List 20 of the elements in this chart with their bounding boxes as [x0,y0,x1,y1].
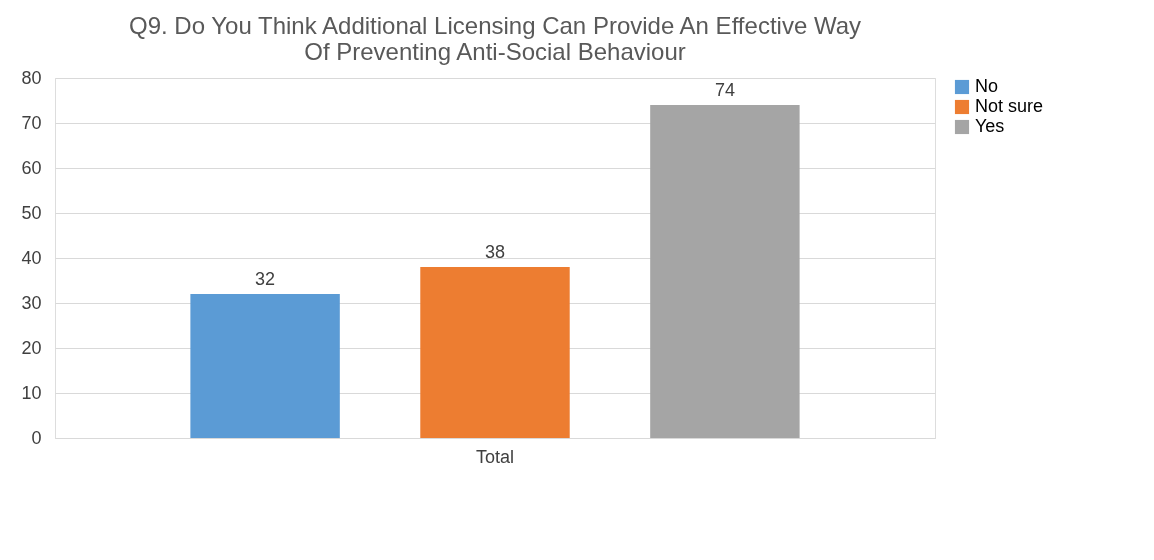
data-label: 74 [714,80,735,100]
y-tick-label: 60 [21,157,42,178]
data-label: 38 [484,242,506,262]
bar [420,267,570,438]
data-label: 32 [255,269,276,289]
y-tick-label: 30 [21,292,42,313]
bar [190,294,340,438]
y-tick-label: 40 [21,247,42,268]
legend-label: Not sure [975,96,1044,116]
y-tick-label: 0 [31,427,42,448]
y-tick-label: 10 [21,382,42,403]
y-tick-label: 50 [21,202,42,223]
x-tick-label: Total [475,446,515,467]
y-tick-label: 20 [21,337,42,358]
y-tick-label: 70 [21,112,42,133]
chart-title: Q9. Do You Think Additional Licensing Can Provide An Effective Way Of Preventing Anti-Social Behaviour [129,12,861,65]
legend-label: Yes [975,116,1005,136]
y-tick-label: 80 [21,67,42,88]
legend-label: No [975,76,999,96]
bar [650,105,800,438]
